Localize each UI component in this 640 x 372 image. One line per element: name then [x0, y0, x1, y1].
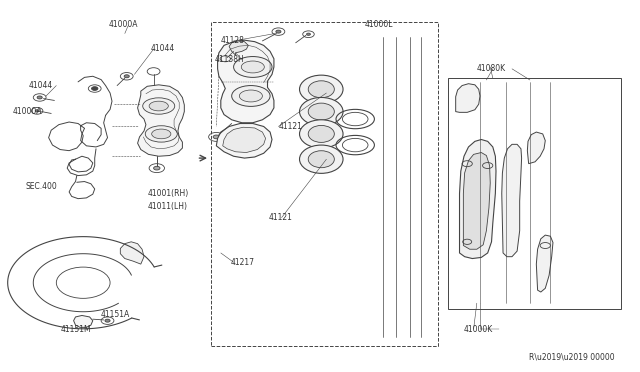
Ellipse shape: [152, 129, 171, 139]
Ellipse shape: [300, 145, 343, 173]
Circle shape: [124, 75, 129, 78]
Polygon shape: [216, 124, 272, 158]
Ellipse shape: [241, 61, 264, 73]
Polygon shape: [218, 40, 274, 123]
Ellipse shape: [300, 75, 343, 103]
Polygon shape: [536, 235, 553, 292]
Circle shape: [37, 96, 42, 99]
Text: 41138H: 41138H: [214, 55, 244, 64]
Text: 41121: 41121: [278, 122, 302, 131]
Text: 41080K: 41080K: [477, 64, 506, 73]
Ellipse shape: [149, 101, 168, 111]
Text: 41000L: 41000L: [365, 20, 394, 29]
Text: R\u2019\u2019 00000: R\u2019\u2019 00000: [529, 353, 614, 362]
Polygon shape: [138, 85, 184, 156]
Bar: [211, 22, 438, 346]
Polygon shape: [527, 132, 545, 164]
Polygon shape: [502, 144, 522, 257]
Polygon shape: [223, 127, 266, 153]
Text: 41000A: 41000A: [13, 107, 42, 116]
Ellipse shape: [300, 120, 343, 148]
Text: 41128: 41128: [221, 36, 244, 45]
Text: 41011(LH): 41011(LH): [147, 202, 188, 211]
Ellipse shape: [308, 125, 334, 142]
Text: 41151A: 41151A: [101, 310, 131, 319]
Ellipse shape: [143, 98, 175, 114]
Circle shape: [276, 30, 281, 33]
Text: 41001(RH): 41001(RH): [147, 189, 188, 198]
Ellipse shape: [308, 81, 334, 98]
Polygon shape: [463, 153, 490, 249]
Polygon shape: [229, 41, 248, 55]
Circle shape: [213, 135, 220, 139]
Circle shape: [105, 319, 110, 322]
Ellipse shape: [232, 86, 270, 106]
Circle shape: [154, 166, 160, 170]
Text: 41151M: 41151M: [61, 325, 92, 334]
Text: 41044: 41044: [29, 81, 53, 90]
Text: 41000K: 41000K: [464, 325, 493, 334]
Ellipse shape: [300, 97, 343, 126]
Polygon shape: [74, 315, 93, 327]
Text: 41217: 41217: [230, 258, 254, 267]
Ellipse shape: [308, 103, 334, 120]
Ellipse shape: [234, 57, 272, 77]
Text: 41121: 41121: [269, 213, 292, 222]
Text: SEC.400: SEC.400: [26, 182, 58, 190]
Circle shape: [35, 110, 39, 112]
Ellipse shape: [145, 126, 177, 142]
Polygon shape: [456, 84, 480, 112]
Ellipse shape: [308, 151, 334, 168]
Circle shape: [307, 33, 310, 35]
Polygon shape: [120, 242, 144, 264]
Circle shape: [92, 87, 98, 90]
Polygon shape: [460, 140, 496, 259]
Bar: [448, 78, 621, 309]
Ellipse shape: [239, 90, 262, 102]
Text: 41044: 41044: [150, 44, 175, 53]
Text: 41000A: 41000A: [109, 20, 138, 29]
